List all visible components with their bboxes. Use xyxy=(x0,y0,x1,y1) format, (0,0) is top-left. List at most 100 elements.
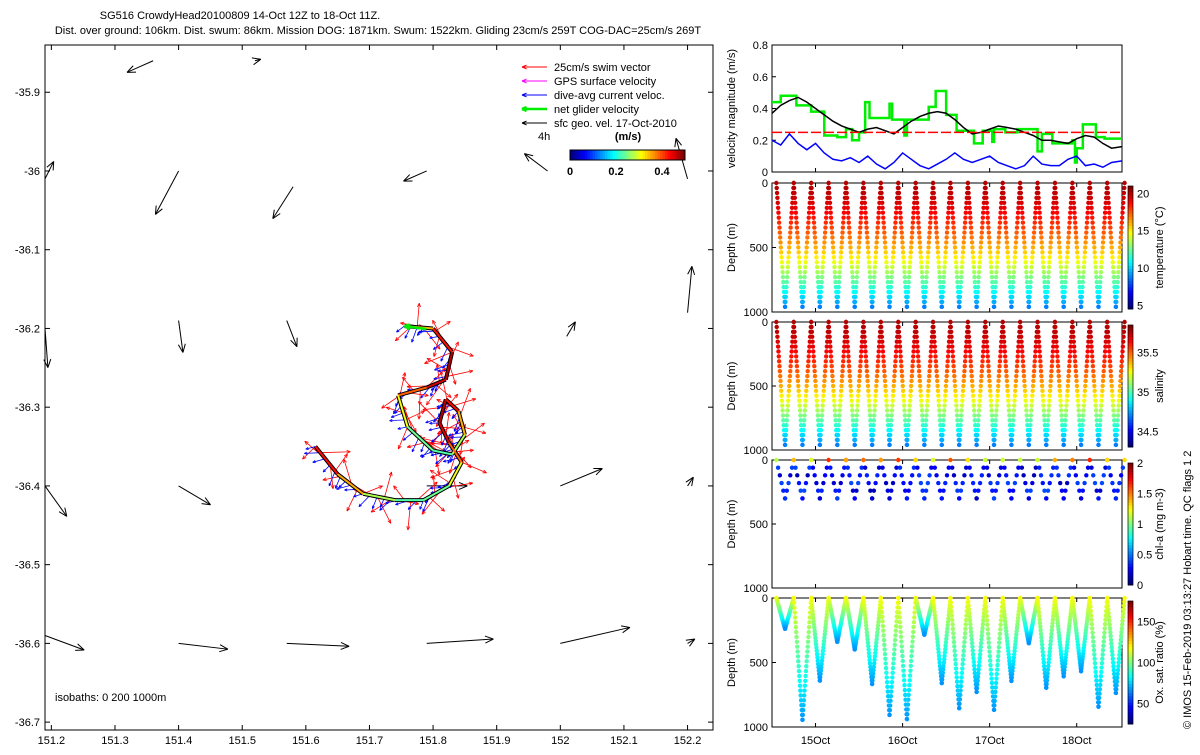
chla-data-point xyxy=(1079,496,1083,500)
salinity-data-point xyxy=(896,320,900,324)
salinity-data-point xyxy=(970,379,974,383)
salinity-data-point xyxy=(1068,354,1072,358)
temperature-data-point xyxy=(1099,270,1103,274)
oxygen-data-point xyxy=(901,668,905,672)
map-xtick-label: 151.6 xyxy=(292,735,320,747)
temperature-data-point xyxy=(1108,230,1112,234)
temperature-data-point xyxy=(1102,230,1106,234)
temperature-data-point xyxy=(1107,206,1111,210)
salinity-colorbar-cell xyxy=(1128,429,1133,433)
temperature-data-point xyxy=(809,186,813,190)
salinity-data-point xyxy=(827,335,831,339)
oxygen-data-point xyxy=(792,601,796,605)
temperature-data-point xyxy=(873,260,877,264)
temperature-colorbar-cell xyxy=(1128,278,1133,282)
temperature-data-point xyxy=(1079,305,1083,309)
salinity-colorbar-cell xyxy=(1128,374,1133,378)
salinity-data-point xyxy=(840,369,844,373)
salinity-data-point xyxy=(777,359,781,363)
salinity-data-point xyxy=(1110,389,1114,393)
temperature-colorbar-cell xyxy=(1128,223,1133,227)
salinity-data-point xyxy=(1010,438,1014,442)
temperature-data-point xyxy=(868,275,872,279)
chla-data-point xyxy=(1081,489,1085,493)
salinity-data-point xyxy=(859,354,863,358)
salinity-data-point xyxy=(1081,418,1085,422)
temperature-data-point xyxy=(804,245,808,249)
temperature-data-point xyxy=(989,270,993,274)
salinity-data-point xyxy=(1030,398,1034,402)
salinity-data-point xyxy=(885,408,889,412)
chla-data-point xyxy=(1027,496,1031,500)
salinity-data-point xyxy=(1099,408,1103,412)
temperature-data-point xyxy=(943,250,947,254)
temperature-data-point xyxy=(858,225,862,229)
salinity-data-point xyxy=(980,359,984,363)
salinity-data-point xyxy=(993,433,997,437)
salinity-data-point xyxy=(923,433,927,437)
salinity-data-point xyxy=(983,320,987,324)
salinity-data-point xyxy=(989,403,993,407)
map-xtick-label: 152.1 xyxy=(610,735,638,747)
salinity-data-point xyxy=(1074,369,1078,373)
salinity-data-point xyxy=(1122,320,1126,324)
temperature-data-point xyxy=(1013,250,1017,254)
salinity-colorbar-cell xyxy=(1128,432,1133,436)
salinity-data-point xyxy=(1111,408,1115,412)
temperature-data-point xyxy=(820,275,824,279)
colorbar-tick-label: 0.4 xyxy=(654,166,670,178)
temperature-data-point xyxy=(1080,290,1084,294)
salinity-data-point xyxy=(774,320,778,324)
salinity-data-point xyxy=(848,379,852,383)
temperature-data-point xyxy=(819,280,823,284)
salinity-data-point xyxy=(1081,413,1085,417)
salinity-data-point xyxy=(806,359,810,363)
oxygen-data-point xyxy=(1092,657,1096,661)
temperature-data-point xyxy=(792,191,796,195)
temperature-data-point xyxy=(1021,225,1025,229)
oxygen-data-point xyxy=(889,689,893,693)
salinity-data-point xyxy=(1056,359,1060,363)
salinity-data-point xyxy=(783,438,787,442)
salinity-data-point xyxy=(859,349,863,353)
salinity-colorbar-cell xyxy=(1128,352,1133,356)
chla-data-point xyxy=(788,473,792,477)
oxygen-data-point xyxy=(796,664,800,668)
salinity-data-point xyxy=(1014,379,1018,383)
temperature-data-point xyxy=(1121,201,1125,205)
oxygen-data-point xyxy=(894,624,898,628)
temperature-data-point xyxy=(1119,230,1123,234)
salinity-data-point xyxy=(945,369,949,373)
temperature-data-point xyxy=(891,255,895,259)
temperature-data-point xyxy=(954,255,958,259)
salinity-data-point xyxy=(902,403,906,407)
salinity-data-point xyxy=(923,428,927,432)
temperature-data-point xyxy=(800,305,804,309)
salinity-data-point xyxy=(1080,423,1084,427)
salinity-data-point xyxy=(1089,339,1093,343)
chla-data-point xyxy=(950,465,954,469)
oxygen-data-point xyxy=(884,671,888,675)
chla-colorbar-cell xyxy=(1128,579,1133,583)
salinity-data-point xyxy=(805,369,809,373)
salinity-data-point xyxy=(1102,364,1106,368)
temperature-data-point xyxy=(1085,215,1089,219)
temperature-data-point xyxy=(1066,240,1070,244)
salinity-data-point xyxy=(785,418,789,422)
temperature-data-point xyxy=(1067,220,1071,224)
oxygen-data-point xyxy=(1093,665,1097,669)
salinity-data-point xyxy=(1054,339,1058,343)
oxygen-data-point xyxy=(879,596,883,600)
salinity-data-point xyxy=(926,384,930,388)
temperature-data-point xyxy=(1111,265,1115,269)
chla-data-point xyxy=(1089,465,1093,469)
salinity-data-point xyxy=(989,408,993,412)
oxygen-data-point xyxy=(950,613,954,617)
temperature-data-point xyxy=(1068,215,1072,219)
swim-vector-head xyxy=(392,472,393,476)
temperature-data-point xyxy=(905,300,909,304)
oxygen-data-point xyxy=(979,637,983,641)
oxygen-data-point xyxy=(962,644,966,648)
temperature-data-point xyxy=(796,245,800,249)
temperature-data-point xyxy=(1001,181,1005,185)
